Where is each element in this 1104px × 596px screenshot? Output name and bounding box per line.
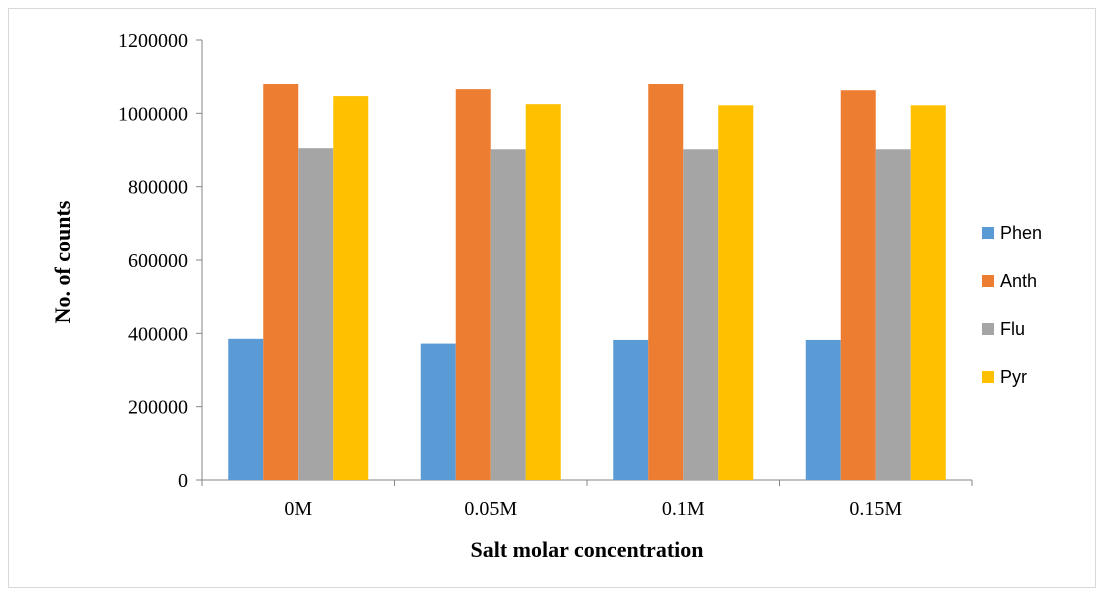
bar-phen-0.1m	[613, 339, 649, 480]
bar-anth-0.05m	[455, 89, 491, 480]
bars	[228, 84, 946, 481]
bar-phen-0.15m	[805, 339, 841, 480]
y-tick-label: 1200000	[118, 30, 188, 52]
y-tick-label: 0	[178, 470, 188, 492]
x-tick-label: 0M	[284, 498, 312, 520]
bar-flu-0.05m	[490, 149, 526, 480]
x-axis-title: Salt molar concentration	[470, 537, 703, 562]
bar-anth-0.1m	[648, 84, 684, 480]
y-tick-label: 1000000	[118, 103, 188, 125]
bar-flu-0.1m	[683, 149, 719, 480]
bar-phen-0.05m	[420, 343, 456, 480]
y-axis-title: No. of counts	[50, 200, 75, 323]
x-tick-label: 0.1M	[662, 498, 705, 520]
y-tick-label: 800000	[128, 177, 188, 199]
bar-anth-0.15m	[840, 90, 876, 480]
legend-label: Pyr	[1000, 367, 1027, 387]
legend-swatch	[982, 227, 994, 239]
y-tick-label: 200000	[128, 397, 188, 419]
bar-anth-0m	[263, 84, 299, 480]
bar-phen-0m	[228, 338, 264, 480]
legend: Phen Anth Flu Pyr	[982, 223, 1042, 387]
x-axis: 0M 0.05M 0.1M 0.15M	[201, 479, 973, 520]
bar-flu-0.15m	[875, 149, 911, 480]
legend-swatch	[982, 275, 994, 287]
x-tick-label: 0.15M	[849, 498, 902, 520]
legend-label: Flu	[1000, 319, 1025, 339]
legend-swatch	[982, 323, 994, 335]
y-axis: 0 200000 400000 600000 800000 1000000 1200000	[118, 30, 203, 492]
bar-pyr-0.1m	[718, 105, 754, 481]
bar-pyr-0.15m	[910, 105, 946, 481]
legend-swatch	[982, 371, 994, 383]
bar-flu-0m	[298, 148, 334, 480]
legend-label: Phen	[1000, 223, 1042, 243]
y-tick-label: 600000	[128, 250, 188, 272]
y-tick-label: 400000	[128, 323, 188, 345]
x-tick-label: 0.05M	[464, 498, 517, 520]
bar-pyr-0m	[333, 96, 369, 480]
bar-pyr-0.05m	[525, 104, 561, 481]
legend-label: Anth	[1000, 271, 1037, 291]
